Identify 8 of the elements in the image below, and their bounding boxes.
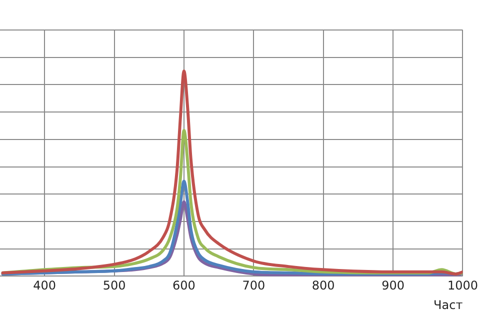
x-tick-label: 400 xyxy=(33,278,56,293)
x-tick-label: 800 xyxy=(312,278,335,293)
x-tick-label: 500 xyxy=(102,278,126,293)
x-axis-title: Част xyxy=(434,298,463,312)
x-tick-label: 900 xyxy=(382,278,404,293)
x-tick-label: 1000 xyxy=(447,278,478,293)
x-tick-label: 700 xyxy=(242,278,266,293)
x-tick-label: 600 xyxy=(172,278,196,293)
